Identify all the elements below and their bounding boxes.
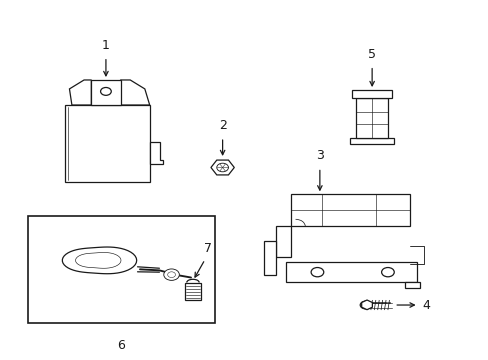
Polygon shape — [91, 80, 120, 105]
Polygon shape — [356, 98, 387, 138]
Circle shape — [216, 163, 228, 172]
Text: 3: 3 — [315, 149, 323, 162]
Circle shape — [101, 87, 111, 95]
Polygon shape — [64, 105, 149, 182]
Polygon shape — [361, 300, 372, 310]
Polygon shape — [352, 90, 391, 98]
Polygon shape — [210, 160, 234, 175]
Text: 1: 1 — [102, 39, 110, 52]
Bar — [28, 216, 215, 323]
Polygon shape — [149, 143, 163, 164]
Circle shape — [381, 267, 393, 277]
Polygon shape — [69, 80, 91, 105]
Polygon shape — [120, 80, 149, 105]
Polygon shape — [76, 252, 121, 268]
Circle shape — [167, 272, 175, 278]
Circle shape — [310, 267, 323, 277]
Text: 4: 4 — [421, 298, 429, 311]
Polygon shape — [290, 194, 409, 226]
Polygon shape — [404, 282, 419, 288]
Ellipse shape — [360, 301, 371, 309]
Text: 2: 2 — [218, 120, 226, 132]
Polygon shape — [285, 262, 416, 282]
Polygon shape — [185, 283, 201, 300]
Polygon shape — [264, 241, 276, 275]
Text: 6: 6 — [117, 339, 125, 352]
Text: 5: 5 — [367, 48, 375, 61]
Polygon shape — [276, 226, 290, 257]
Text: 7: 7 — [203, 242, 211, 255]
Circle shape — [163, 269, 179, 280]
Polygon shape — [350, 138, 393, 144]
Polygon shape — [62, 247, 137, 274]
